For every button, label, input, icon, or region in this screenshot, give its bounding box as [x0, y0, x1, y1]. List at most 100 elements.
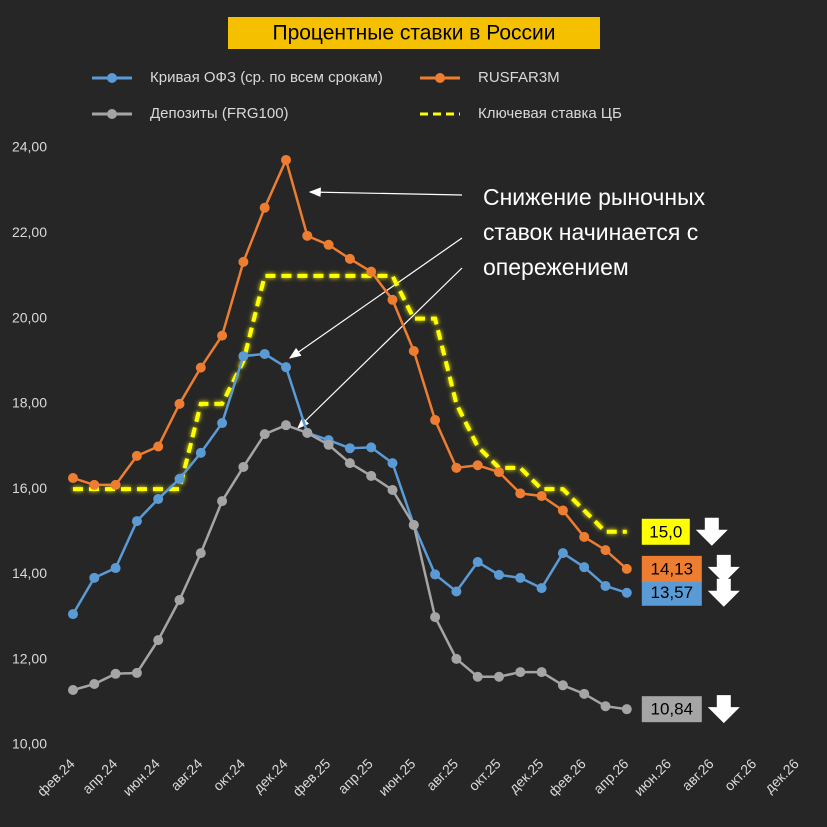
title-box [228, 17, 600, 49]
annotation: Снижение рыночных [483, 184, 706, 210]
data-point [536, 490, 547, 501]
data-point [536, 667, 547, 678]
chart-title: Процентные ставки в России [272, 22, 555, 45]
data-point [579, 688, 590, 699]
down-arrow [707, 695, 740, 724]
value-label-box [641, 579, 702, 606]
data-point [153, 493, 164, 504]
y-tick-label: 16,00 [12, 480, 47, 496]
data-point [89, 572, 100, 583]
data-point [153, 441, 164, 452]
legend-label: Депозиты (FRG100) [150, 105, 289, 122]
y-tick-label: 20,00 [12, 309, 47, 325]
data-point [408, 519, 419, 530]
annotation-arrow [289, 237, 463, 359]
data-point [259, 429, 270, 440]
value-label-box [641, 555, 702, 582]
data-point [131, 667, 142, 678]
value-label: 13,57 [651, 583, 694, 602]
data-point [515, 572, 526, 583]
annotation: опережением [483, 254, 629, 280]
data-point [174, 595, 185, 606]
data-point [515, 667, 526, 678]
annotation-arrow [297, 267, 463, 429]
data-point [451, 462, 462, 473]
data-point [387, 458, 398, 469]
data-point [131, 450, 142, 461]
data-point [131, 516, 142, 527]
data-point [238, 256, 249, 267]
data-point [494, 569, 504, 580]
y-tick-label: 18,00 [12, 395, 47, 411]
data-point [408, 345, 419, 356]
data-point [153, 635, 164, 646]
data-point [110, 563, 121, 574]
data-point [621, 563, 632, 574]
y-tick-label: 24,00 [12, 139, 47, 155]
value-label: 10,84 [651, 700, 694, 719]
down-arrow [707, 578, 740, 607]
data-point [366, 442, 377, 453]
legend-marker [107, 109, 117, 119]
data-point [68, 609, 78, 620]
data-point [579, 562, 590, 573]
annotation-arrow [308, 187, 463, 198]
data-point [621, 704, 632, 715]
value-label-box [641, 518, 690, 545]
value-label: 15,0 [649, 522, 682, 541]
data-point [259, 348, 270, 359]
data-point [174, 398, 185, 409]
data-point [217, 330, 228, 341]
data-point [344, 458, 355, 469]
data-point [302, 230, 313, 241]
data-point [387, 484, 398, 495]
data-point [238, 461, 249, 472]
data-point [515, 488, 526, 499]
data-point [472, 557, 483, 568]
data-point [89, 679, 100, 690]
data-point [451, 653, 462, 664]
y-tick-label: 10,00 [12, 736, 47, 752]
data-point [195, 548, 206, 559]
data-point [600, 545, 611, 556]
data-point [579, 531, 590, 542]
data-point [494, 671, 504, 682]
data-point [302, 427, 313, 438]
data-point [494, 467, 504, 478]
data-point [281, 154, 291, 165]
y-tick-label: 14,00 [12, 565, 47, 581]
value-label: 14,13 [651, 559, 694, 578]
data-point [430, 569, 441, 580]
data-point [110, 479, 121, 490]
series-line [73, 273, 627, 534]
data-point [557, 548, 568, 559]
data-point [557, 505, 568, 516]
annotation: ставок начинается с [483, 219, 698, 245]
data-point [557, 680, 568, 691]
data-point [89, 479, 100, 490]
value-label-box [641, 696, 702, 723]
data-point [387, 294, 398, 305]
data-point [430, 415, 441, 426]
data-point [600, 580, 611, 591]
data-point [600, 701, 611, 712]
legend-label: Ключевая ставка ЦБ [478, 105, 622, 122]
y-tick-label: 22,00 [12, 224, 47, 240]
down-arrow [707, 554, 740, 583]
data-point [110, 668, 121, 679]
data-point [174, 473, 185, 484]
data-point [621, 587, 632, 598]
data-point [259, 202, 270, 213]
data-point [195, 362, 206, 373]
data-point [366, 266, 377, 277]
legend-marker [107, 73, 117, 83]
legend-label: RUSFAR3M [478, 69, 560, 86]
data-point [217, 418, 228, 429]
data-point [344, 253, 355, 264]
data-point [366, 470, 377, 481]
data-point [68, 684, 78, 695]
data-point [430, 612, 441, 623]
y-tick-label: 12,00 [12, 650, 47, 666]
